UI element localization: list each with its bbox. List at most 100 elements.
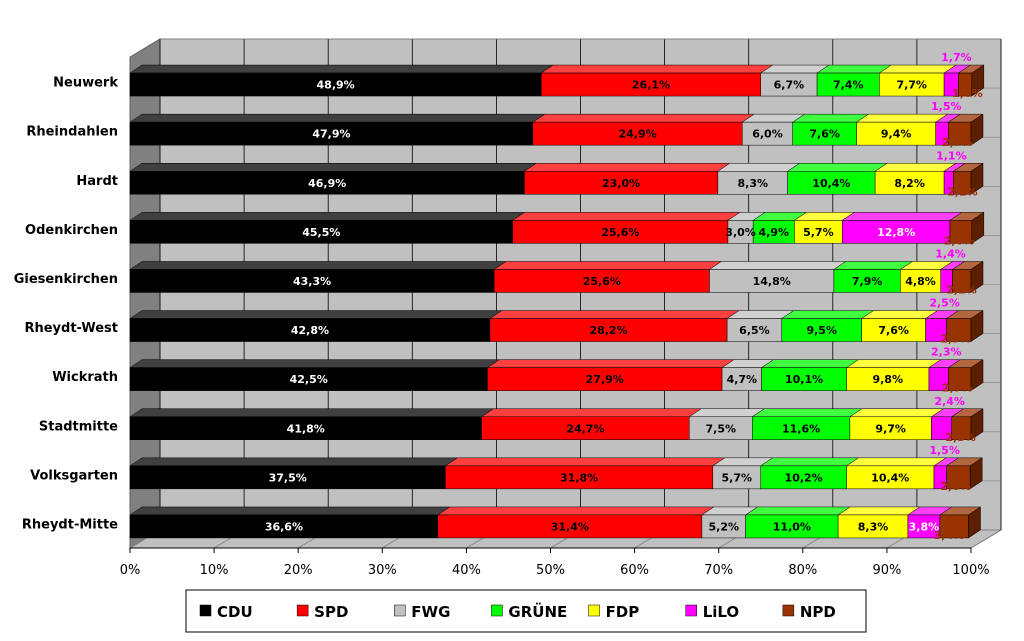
data-label: 47,9% xyxy=(312,128,350,141)
data-label: 8,3% xyxy=(858,520,889,533)
legend-swatch xyxy=(491,604,503,617)
bar-side xyxy=(970,260,984,293)
data-label: 5,7% xyxy=(803,226,834,239)
bar-segment xyxy=(129,113,546,146)
data-label: 3,0% xyxy=(725,226,756,239)
data-label: 2,8% xyxy=(940,480,971,493)
data-label: 2,4% xyxy=(934,395,965,408)
data-label: 1,5% xyxy=(929,444,960,457)
legend-label: NPD xyxy=(800,603,836,621)
bar-top xyxy=(688,408,766,417)
bar-side xyxy=(968,506,981,539)
data-label: 9,8% xyxy=(872,373,903,386)
data-label: 48,9% xyxy=(317,79,355,92)
data-label: 23,0% xyxy=(602,177,640,190)
bar-top xyxy=(717,163,801,172)
data-label: 1,7% xyxy=(941,51,972,64)
bar-segment xyxy=(957,64,985,97)
x-tick-label: 80% xyxy=(788,563,817,578)
bar-top xyxy=(845,359,942,368)
bar-segment xyxy=(532,113,756,146)
data-label: 46,9% xyxy=(308,177,346,190)
bar-top xyxy=(845,457,947,467)
data-label: 42,5% xyxy=(290,373,328,386)
bar-segment xyxy=(943,64,972,97)
bar-side xyxy=(970,113,984,146)
data-label: 2,7% xyxy=(942,136,973,149)
data-label: 1,6% xyxy=(952,87,983,100)
category-label: Volksgarten xyxy=(30,468,118,483)
bar-top xyxy=(129,457,459,467)
bar-top xyxy=(816,64,893,74)
bar-top xyxy=(791,113,870,123)
data-label: 9,7% xyxy=(875,422,906,435)
bar-top xyxy=(129,310,503,319)
data-label: 24,9% xyxy=(618,128,656,141)
bar-top xyxy=(129,408,495,417)
data-label: 7,5% xyxy=(706,422,737,435)
bar-top xyxy=(129,212,526,221)
legend-label: FDP xyxy=(606,603,640,621)
data-label: 2,5% xyxy=(929,297,960,310)
bar-top xyxy=(759,457,860,467)
category-label: Neuwerk xyxy=(53,76,118,91)
data-label: 25,6% xyxy=(601,226,639,239)
data-label: 2,1% xyxy=(947,185,978,198)
legend-swatch xyxy=(296,604,309,617)
floor-gridline xyxy=(970,529,1002,549)
bar-segment xyxy=(129,212,526,244)
data-label: 10,4% xyxy=(871,471,909,484)
data-label: 10,2% xyxy=(785,471,823,484)
bar-side xyxy=(970,408,984,441)
bar-top xyxy=(523,163,731,172)
legend-label: SPD xyxy=(314,603,348,621)
data-label: 7,9% xyxy=(852,275,883,288)
bar-top xyxy=(129,261,507,270)
bar-top xyxy=(444,457,726,467)
data-label: 1,5% xyxy=(931,100,962,113)
bar-top xyxy=(837,506,921,516)
bar-segment xyxy=(129,310,503,342)
bar-segment xyxy=(540,64,774,97)
legend-swatch xyxy=(685,604,697,617)
bar-top xyxy=(849,408,945,417)
legend-item: LiLO xyxy=(685,603,739,621)
data-label: 4,9% xyxy=(759,226,790,239)
legend-swatch xyxy=(782,604,795,617)
data-label: 24,7% xyxy=(566,422,604,435)
data-label: 6,5% xyxy=(739,324,770,337)
data-label: 10,4% xyxy=(812,177,850,190)
data-label: 31,4% xyxy=(551,520,589,533)
bar-top xyxy=(486,359,735,368)
data-label: 31,8% xyxy=(560,471,598,484)
x-tick-label: 90% xyxy=(872,563,901,578)
data-label: 7,6% xyxy=(809,128,840,141)
bar-segment xyxy=(444,457,726,490)
data-label: 25,6% xyxy=(583,275,621,288)
legend-swatch xyxy=(199,604,212,617)
bar-top xyxy=(532,113,756,123)
bar-top xyxy=(493,261,723,270)
data-label: 3,4% xyxy=(934,529,965,542)
bar-segment xyxy=(947,113,984,146)
bar-segment xyxy=(947,359,984,392)
data-label: 4,8% xyxy=(905,275,936,288)
bar-segment xyxy=(129,408,495,440)
category-label: Rheindahlen xyxy=(26,125,118,140)
data-label: 37,5% xyxy=(269,471,307,484)
data-label: 9,5% xyxy=(806,324,837,337)
bar-top xyxy=(841,212,963,221)
legend-item: NPD xyxy=(782,603,836,621)
legend-item: FDP xyxy=(588,603,640,621)
bar-top xyxy=(480,408,703,417)
bar-segment xyxy=(701,506,759,539)
bar-top xyxy=(708,261,847,270)
bar-segment xyxy=(849,408,945,440)
data-label: 27,9% xyxy=(586,373,624,386)
bar-top xyxy=(786,163,888,172)
data-label: 2,7% xyxy=(942,382,973,395)
bar-segment xyxy=(129,359,501,391)
bar-segment xyxy=(939,506,982,539)
bar-top xyxy=(874,163,957,172)
